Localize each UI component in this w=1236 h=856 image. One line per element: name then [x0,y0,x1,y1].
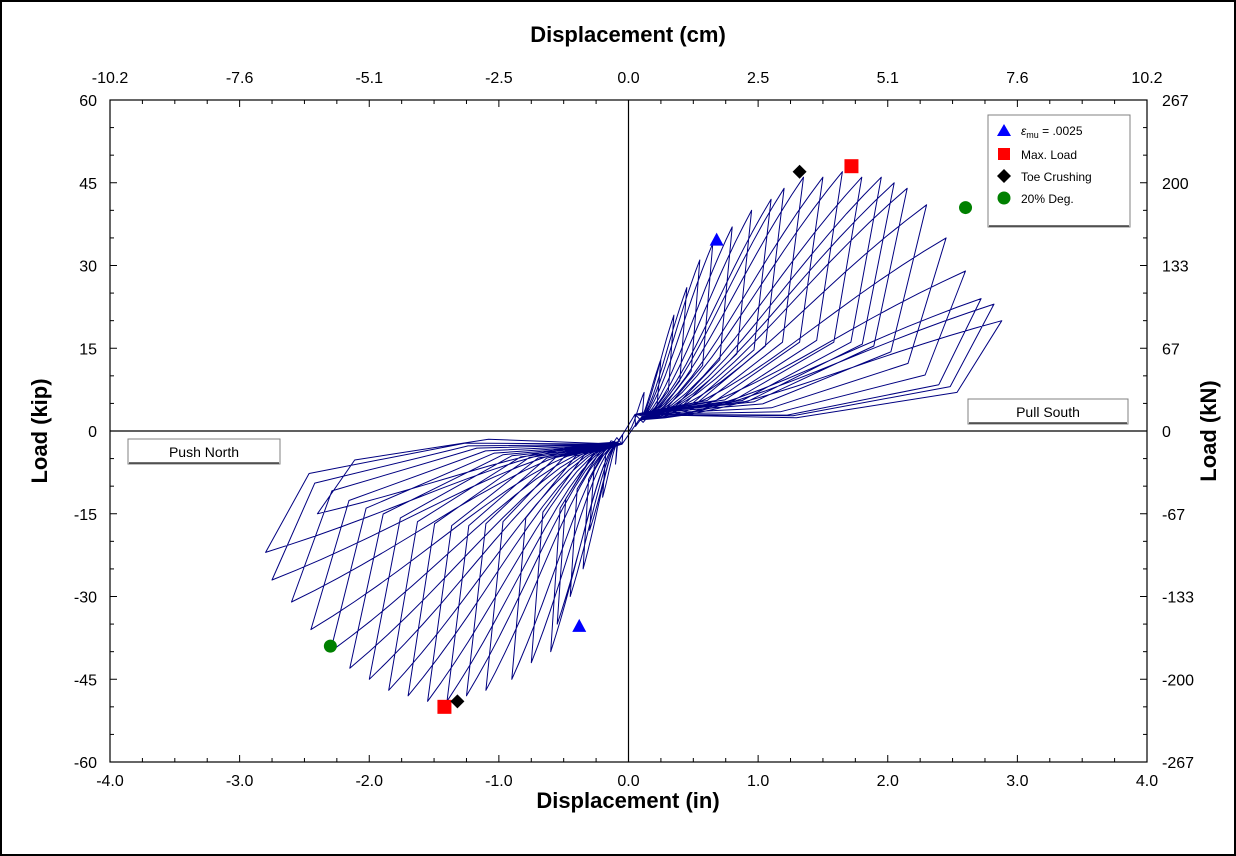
x2-tick-label: -2.5 [485,70,513,87]
legend-label-max-load: Max. Load [1021,148,1077,162]
pull-south-annotation: Pull South [967,398,1129,425]
x-tick-label: 4.0 [1136,773,1158,790]
x-tick-label: -2.0 [355,773,383,790]
legend-label-strain: εmu = .0025 [1021,124,1083,140]
x2-tick-label: -10.2 [92,70,129,87]
y-tick-label: 60 [79,93,97,110]
y-tick-label: -45 [74,672,97,689]
legend-circle-icon [997,191,1011,205]
tick-marks [109,99,1148,763]
deg-20-neg [323,639,337,653]
x2-tick-label: -7.6 [226,70,254,87]
y2-tick-label: -200 [1162,672,1194,689]
strain-limit-neg [572,618,587,632]
x-tick-label: -4.0 [96,773,124,790]
y2-tick-label: -267 [1162,755,1194,772]
y2-tick-label: 133 [1162,259,1189,276]
strain-limit-pos [709,232,724,246]
y-tick-label: 45 [79,176,97,193]
y2-tick-label: -133 [1162,590,1194,607]
x-tick-label: 3.0 [1006,773,1028,790]
legend-label-degradation: 20% Deg. [1021,192,1074,206]
x-tick-label: -1.0 [485,773,513,790]
max-load-pos [844,159,859,174]
y2-tick-label: 0 [1162,424,1171,441]
x2-tick-label: 7.6 [1006,70,1028,87]
push-north-annotation: Push North [127,438,281,465]
x-tick-label: 1.0 [747,773,769,790]
y-tick-label: 30 [79,259,97,276]
max-load-neg [437,699,452,714]
x-axis-title: Displacement (in) [536,788,719,813]
push-north-label: Push North [169,444,239,460]
toe-crushing-neg [450,694,465,709]
toe-crushing-pos [792,164,807,179]
y-tick-label: 0 [88,424,97,441]
deg-20-pos [959,201,973,215]
y-tick-label: -15 [74,507,97,524]
legend-square-icon [998,148,1010,160]
y2-axis-title: Load (kN) [1196,380,1221,481]
legend-diamond-icon [997,169,1011,183]
x2-tick-label: 10.2 [1131,70,1162,87]
x2-tick-label: -5.1 [355,70,383,87]
y2-tick-label: 267 [1162,93,1189,110]
x-tick-label: 2.0 [877,773,899,790]
legend-box [987,114,1131,228]
x2-tick-label: 0.0 [617,70,639,87]
y-tick-label: -30 [74,590,97,607]
y2-tick-label: 200 [1162,176,1189,193]
legend-label-toe-crushing: Toe Crushing [1021,170,1092,184]
x2-tick-label: 2.5 [747,70,769,87]
legend-triangle-icon [997,124,1011,136]
hysteresis-series [265,171,1003,702]
x-tick-label: 0.0 [617,773,639,790]
y-tick-label: -60 [74,755,97,772]
y-tick-label: 15 [79,341,97,358]
x2-axis-title: Displacement (cm) [530,22,726,47]
series-layer [265,171,1003,702]
x-tick-label: -3.0 [226,773,254,790]
y2-tick-label: -67 [1162,507,1185,524]
legend: εmu = .0025 Max. Load Toe Crushing 20% D… [987,114,1131,228]
y2-tick-label: 67 [1162,341,1180,358]
event-markers [323,159,973,714]
x2-tick-label: 5.1 [877,70,899,87]
pull-south-label: Pull South [1016,404,1080,420]
tick-labels: -4.0 -3.0 -2.0 -1.0 0.0 1.0 2.0 3.0 4.0 -10.2 -7.6… [74,70,1194,790]
y-axis-title: Load (kip) [27,378,52,483]
